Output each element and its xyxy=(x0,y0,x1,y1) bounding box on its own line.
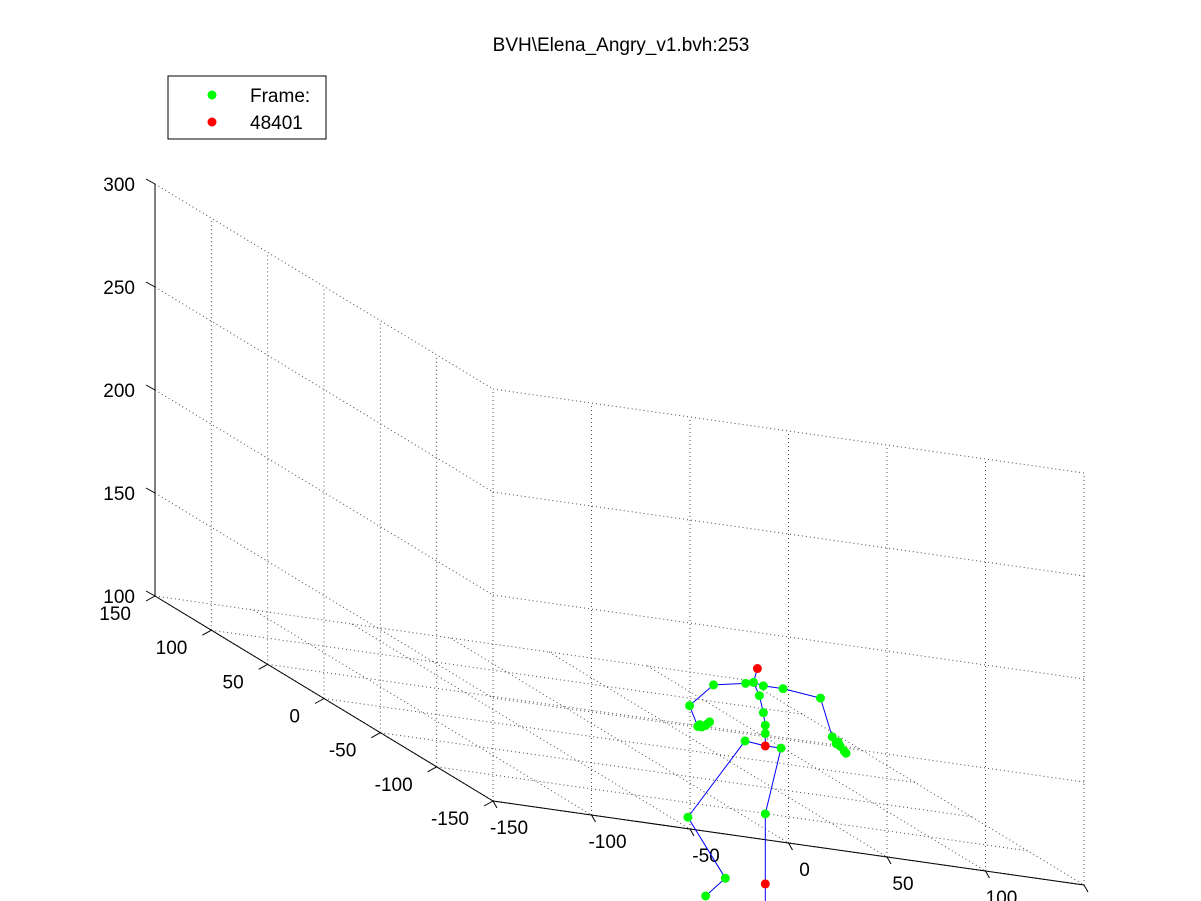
legend-marker-frame-number xyxy=(207,117,217,127)
y-tick-label: -150 xyxy=(431,809,469,830)
z-tick-label: 150 xyxy=(103,484,135,505)
joint-neck xyxy=(748,677,758,687)
y-tick-label: -100 xyxy=(375,775,413,796)
floor-grid-line xyxy=(253,609,592,816)
joint-spine2 xyxy=(758,708,768,718)
axes xyxy=(145,178,1089,893)
x-tick-label: 100 xyxy=(986,888,1018,901)
x-tick-mark xyxy=(1083,884,1089,893)
joint-lclav xyxy=(741,678,751,688)
floor-grid-line xyxy=(450,637,789,844)
x-tick-mark xyxy=(591,814,596,823)
x-tick-mark xyxy=(886,856,892,865)
joint-lshoulder xyxy=(709,680,719,690)
x-tick-mark xyxy=(985,870,990,879)
chart-title: BVH\Elena_Angry_v1.bvh:253 xyxy=(493,35,750,56)
joint-lh4 xyxy=(705,717,715,727)
joint-spine1 xyxy=(760,720,770,730)
legend-label-frame: Frame: xyxy=(250,86,310,107)
joint-spine0 xyxy=(760,729,770,739)
legend: Frame: 48401 xyxy=(167,75,327,140)
bone-rshoulder-relbow xyxy=(782,688,821,699)
y-tick-label: 150 xyxy=(99,604,131,625)
z-tick-mark xyxy=(145,384,156,391)
side-wall-grid-line xyxy=(154,389,494,596)
joint-lelbow xyxy=(685,701,695,711)
joint-lhip xyxy=(740,736,750,746)
skeleton-joints xyxy=(683,664,851,901)
joint-rankle xyxy=(760,879,770,889)
legend-label-frame-number: 48401 xyxy=(250,113,303,134)
z-tick-label: 100 xyxy=(103,587,135,608)
z-tick-mark xyxy=(145,590,156,597)
z-tick-label: 300 xyxy=(103,175,135,196)
joint-lh5 xyxy=(695,720,705,730)
joint-relbow xyxy=(815,693,825,703)
joint-rhip xyxy=(776,743,786,753)
y-tick-mark xyxy=(314,698,325,704)
y-tick-label: -50 xyxy=(329,741,356,762)
y-tick-label: 0 xyxy=(289,707,300,728)
joint-rwrist xyxy=(827,732,837,742)
x-tick-label: -50 xyxy=(692,846,719,867)
legend-marker-frame xyxy=(207,90,217,100)
bone-rhip-rknee xyxy=(764,748,782,814)
y-tick-label: 50 xyxy=(223,672,244,693)
floor-grid-line xyxy=(351,623,691,830)
x-tick-mark xyxy=(689,828,695,837)
floor-grid-line xyxy=(267,663,859,749)
joint-rh5 xyxy=(833,737,843,747)
y-tick-mark xyxy=(427,766,437,773)
bone-lknee-lankle xyxy=(687,816,726,879)
bone-relbow-rwrist xyxy=(819,697,833,738)
joint-ltoe xyxy=(701,891,711,901)
joint-head xyxy=(752,664,762,674)
joint-rshoulder xyxy=(778,684,788,694)
bone-lhip-lknee xyxy=(687,740,746,818)
bone-lclav-lshoulder xyxy=(713,682,746,686)
joint-spine3 xyxy=(754,691,764,701)
y-tick-mark xyxy=(145,595,156,602)
side-wall-grid-line xyxy=(154,492,494,699)
back-wall-grid-line xyxy=(492,388,1085,474)
joint-hips xyxy=(760,741,770,751)
y-tick-mark xyxy=(258,663,268,670)
z-tick-mark xyxy=(145,487,156,494)
z-tick-mark xyxy=(145,178,156,185)
floor-grid-line xyxy=(380,732,972,818)
x-tick-mark xyxy=(788,842,793,851)
x-tick-label: 50 xyxy=(892,874,913,895)
x-tick-label: -150 xyxy=(490,818,528,839)
y-tick-mark xyxy=(483,800,494,807)
bone-lshoulder-lelbow xyxy=(689,684,714,707)
floor-grid-line xyxy=(211,629,803,715)
z-tick-label: 200 xyxy=(103,381,135,402)
y-tick-mark xyxy=(371,732,381,739)
joint-rknee xyxy=(760,809,770,819)
y-tick-label: 100 xyxy=(156,638,188,659)
floor-grid-line xyxy=(323,698,916,783)
x-tick-mark xyxy=(492,800,498,809)
floor-grid-line xyxy=(548,651,888,858)
x-tick-label: 0 xyxy=(799,860,810,881)
y-tick-mark xyxy=(202,629,212,636)
joint-rclav xyxy=(758,681,768,691)
legend-box xyxy=(167,75,327,140)
z-tick-mark xyxy=(145,281,156,288)
joint-lknee xyxy=(683,812,693,822)
joint-lankle xyxy=(720,873,730,883)
grid xyxy=(154,183,1085,886)
z-tick-label: 250 xyxy=(103,278,135,299)
joint-rh4 xyxy=(841,748,851,758)
x-tick-label: -100 xyxy=(588,832,626,853)
